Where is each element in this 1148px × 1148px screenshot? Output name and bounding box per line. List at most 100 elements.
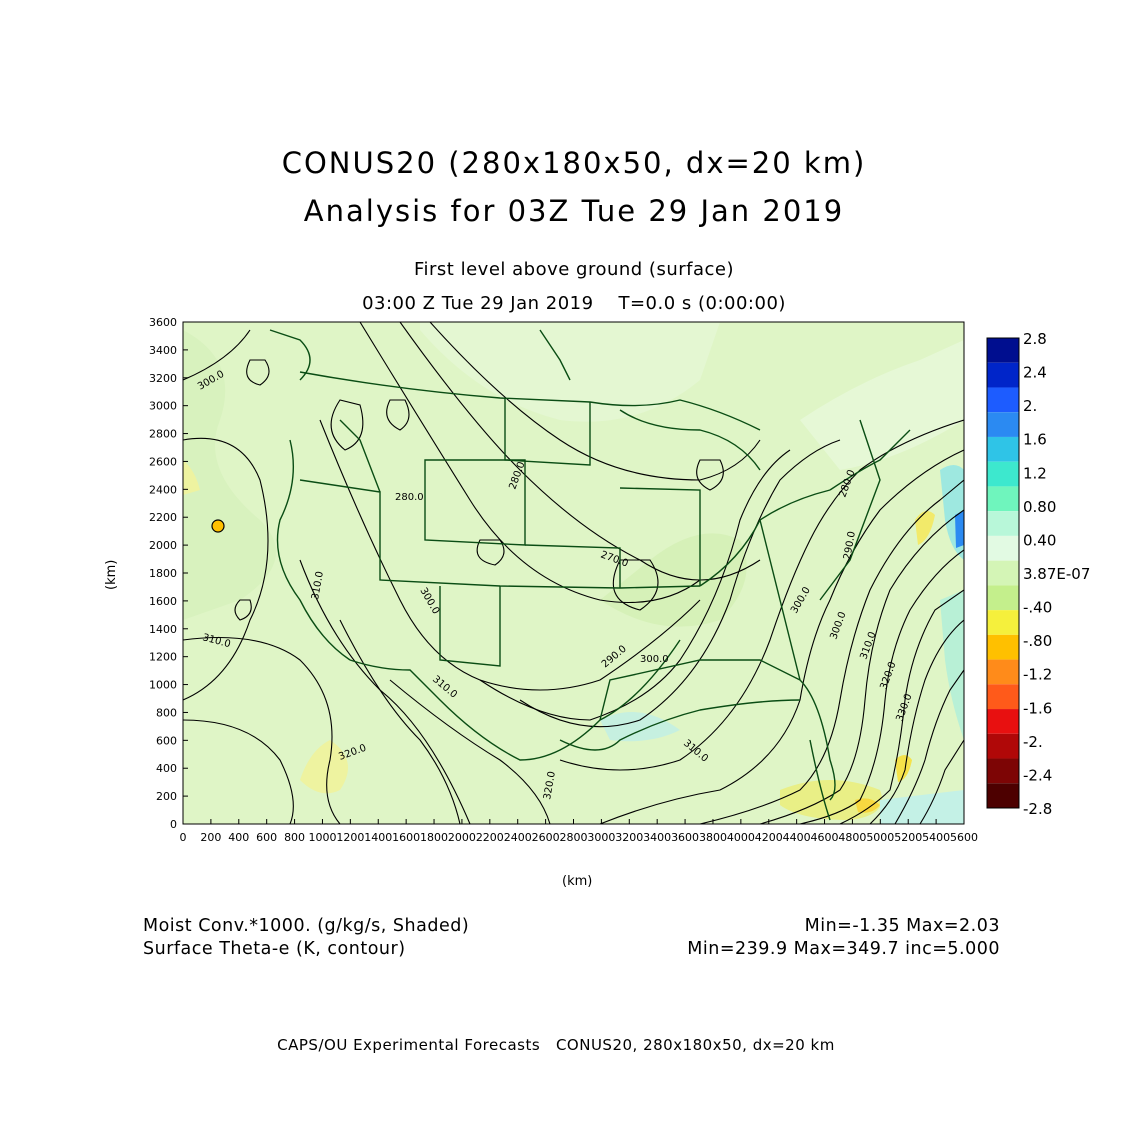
colorbar-label: -.80 [1023, 632, 1052, 650]
colorbar-swatch [987, 362, 1019, 388]
colorbar-swatch [987, 511, 1019, 536]
colorbar-swatch [987, 560, 1019, 586]
y-tick-label: 1000 [149, 679, 177, 692]
x-tick-label: 2600 [532, 831, 560, 844]
colorbar-swatch [987, 585, 1019, 611]
state-boundaries [269, 329, 911, 821]
contour-field-label: Surface Theta-e (K, contour) [143, 939, 406, 959]
y-tick-label: 2000 [149, 539, 177, 552]
y-tick-label: 3000 [149, 400, 177, 413]
colorbar-swatch [987, 338, 1019, 363]
x-tick-label: 2200 [476, 831, 504, 844]
x-tick-label: 600 [256, 831, 277, 844]
colorbar-swatch [987, 659, 1019, 685]
colorbar-swatch [987, 535, 1019, 561]
colorbar-swatch [987, 733, 1019, 759]
y-tick-label: 1200 [149, 651, 177, 664]
x-tick-label: 4000 [727, 831, 755, 844]
x-tick-label: 3200 [615, 831, 643, 844]
x-tick-label: 1200 [336, 831, 364, 844]
x-tick-label: 1400 [364, 831, 392, 844]
y-tick-label: 400 [156, 762, 177, 775]
colorbar-swatch [987, 387, 1019, 413]
contour-range: Min=239.9 Max=349.7 inc=5.000 [687, 939, 1000, 959]
y-axis: 0 200 400 600 800 1000 1200 1400 1600 1800 2000 220… [149, 316, 188, 831]
x-tick-label: 3000 [587, 831, 615, 844]
x-tick-label: 2000 [448, 831, 476, 844]
x-tick-label: 5600 [950, 831, 978, 844]
x-tick-label: 400 [228, 831, 249, 844]
y-tick-label: 2400 [149, 483, 177, 496]
x-tick-label: 0 [180, 831, 187, 844]
x-tick-label: 5200 [894, 831, 922, 844]
colorbar-label: -1.2 [1023, 666, 1052, 684]
colorbar-label: 2. [1023, 397, 1037, 415]
x-tick-label: 2400 [504, 831, 532, 844]
colorbar-label: 1.6 [1023, 431, 1047, 449]
x-tick-label: 1800 [420, 831, 448, 844]
y-tick-label: 0 [170, 818, 177, 831]
y-tick-label: 2600 [149, 455, 177, 468]
colorbar-label: -.40 [1023, 599, 1052, 617]
shaded-field-label: Moist Conv.*1000. (g/kg/s, Shaded) [143, 916, 470, 936]
y-axis-label: (km) [104, 559, 119, 590]
colorbar-label: -1.6 [1023, 699, 1052, 717]
colorbar-swatch [987, 610, 1019, 635]
y-tick-label: 200 [156, 790, 177, 803]
colorbar-swatch [987, 709, 1019, 734]
subtitle-level: First level above ground (surface) [413, 259, 735, 280]
colorbar-label: -2. [1023, 733, 1043, 751]
title-line-1: CONUS20 (280x180x50, dx=20 km) [281, 146, 867, 180]
x-tick-label: 3400 [643, 831, 671, 844]
x-tick-label: 4800 [838, 831, 866, 844]
x-tick-label: 4600 [811, 831, 839, 844]
colorbar-frame [986, 337, 1020, 809]
title-line-2: Analysis for 03Z Tue 29 Jan 2019 [303, 194, 845, 228]
contour-label: 310.0 [310, 570, 326, 600]
colorbar-label: 0.40 [1023, 531, 1056, 549]
shaded-field [183, 322, 964, 824]
contour-label: 300.0 [640, 654, 669, 665]
colorbar-label: 2.8 [1023, 330, 1047, 348]
x-tick-label: 1000 [308, 831, 336, 844]
x-tick-label: 800 [284, 831, 305, 844]
colorbar-label: 1.2 [1023, 464, 1047, 482]
y-tick-label: 2200 [149, 511, 177, 524]
theta-e-contours [183, 322, 964, 824]
colorbar-label: 2.4 [1023, 364, 1047, 382]
colorbar-label: -2.4 [1023, 766, 1052, 784]
x-tick-label: 200 [200, 831, 221, 844]
y-tick-label: 600 [156, 734, 177, 747]
colorbar-label: 0.80 [1023, 498, 1056, 516]
x-axis: 0 200 400 600 800 1000 1200 1400 1600 1800 2000 220… [180, 819, 978, 844]
x-axis-label: (km) [562, 874, 593, 889]
colorbar-swatch [987, 634, 1019, 660]
y-tick-label: 3600 [149, 316, 177, 329]
y-tick-label: 2800 [149, 428, 177, 441]
x-tick-label: 5000 [866, 831, 894, 844]
x-tick-label: 3800 [699, 831, 727, 844]
colorbar-swatch [987, 783, 1019, 808]
y-tick-label: 800 [156, 706, 177, 719]
subtitle-time: 03:00 Z Tue 29 Jan 2019 T=0.0 s (0:00:00… [362, 293, 786, 314]
y-tick-label: 3200 [149, 372, 177, 385]
x-tick-label: 1600 [392, 831, 420, 844]
x-tick-label: 4200 [755, 831, 783, 844]
y-tick-label: 3400 [149, 344, 177, 357]
x-tick-label: 5400 [922, 831, 950, 844]
y-tick-label: 1800 [149, 567, 177, 580]
colorbar-swatch [987, 684, 1019, 710]
colorbar-swatch [987, 758, 1019, 784]
x-tick-label: 2800 [560, 831, 588, 844]
colorbar-label: 3.87E-07 [1023, 565, 1090, 583]
contour-label: 320.0 [542, 770, 558, 800]
y-tick-label: 1600 [149, 595, 177, 608]
colorbar-swatch [987, 436, 1019, 462]
colorbar-swatch [987, 461, 1019, 487]
contour-label: 280.0 [395, 492, 424, 503]
colorbar-swatch [987, 486, 1019, 512]
contour-label: 290.0 [842, 530, 858, 560]
shaded-range: Min=-1.35 Max=2.03 [804, 916, 1000, 936]
x-tick-label: 3600 [671, 831, 699, 844]
